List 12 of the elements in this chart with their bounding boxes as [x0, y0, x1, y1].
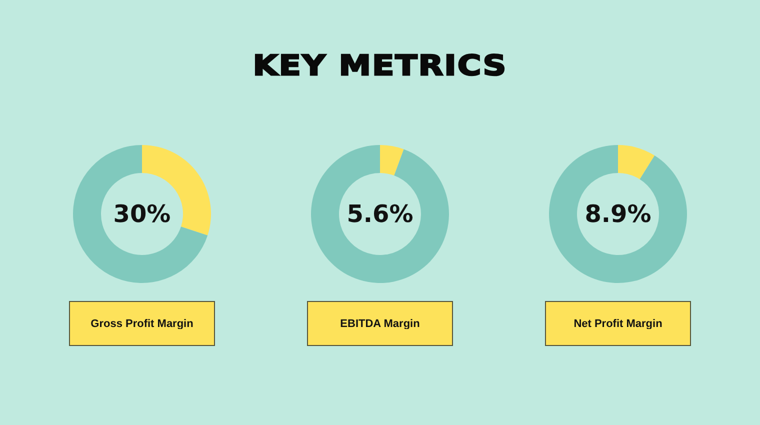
donut-slice [311, 145, 449, 283]
text: Gross Profit Margin [90, 318, 194, 330]
text: Net Profit Margin [574, 318, 663, 330]
text: 5.6% [346, 200, 414, 228]
donut-slice [618, 145, 655, 180]
text: 30% [113, 200, 171, 228]
text: KEY METRICS [252, 49, 508, 82]
donut-slice [549, 145, 687, 283]
donut-slice [73, 145, 208, 283]
text: 8.9% [584, 200, 652, 228]
donut-slice [380, 145, 404, 176]
text: EBITDA Margin [340, 318, 420, 330]
